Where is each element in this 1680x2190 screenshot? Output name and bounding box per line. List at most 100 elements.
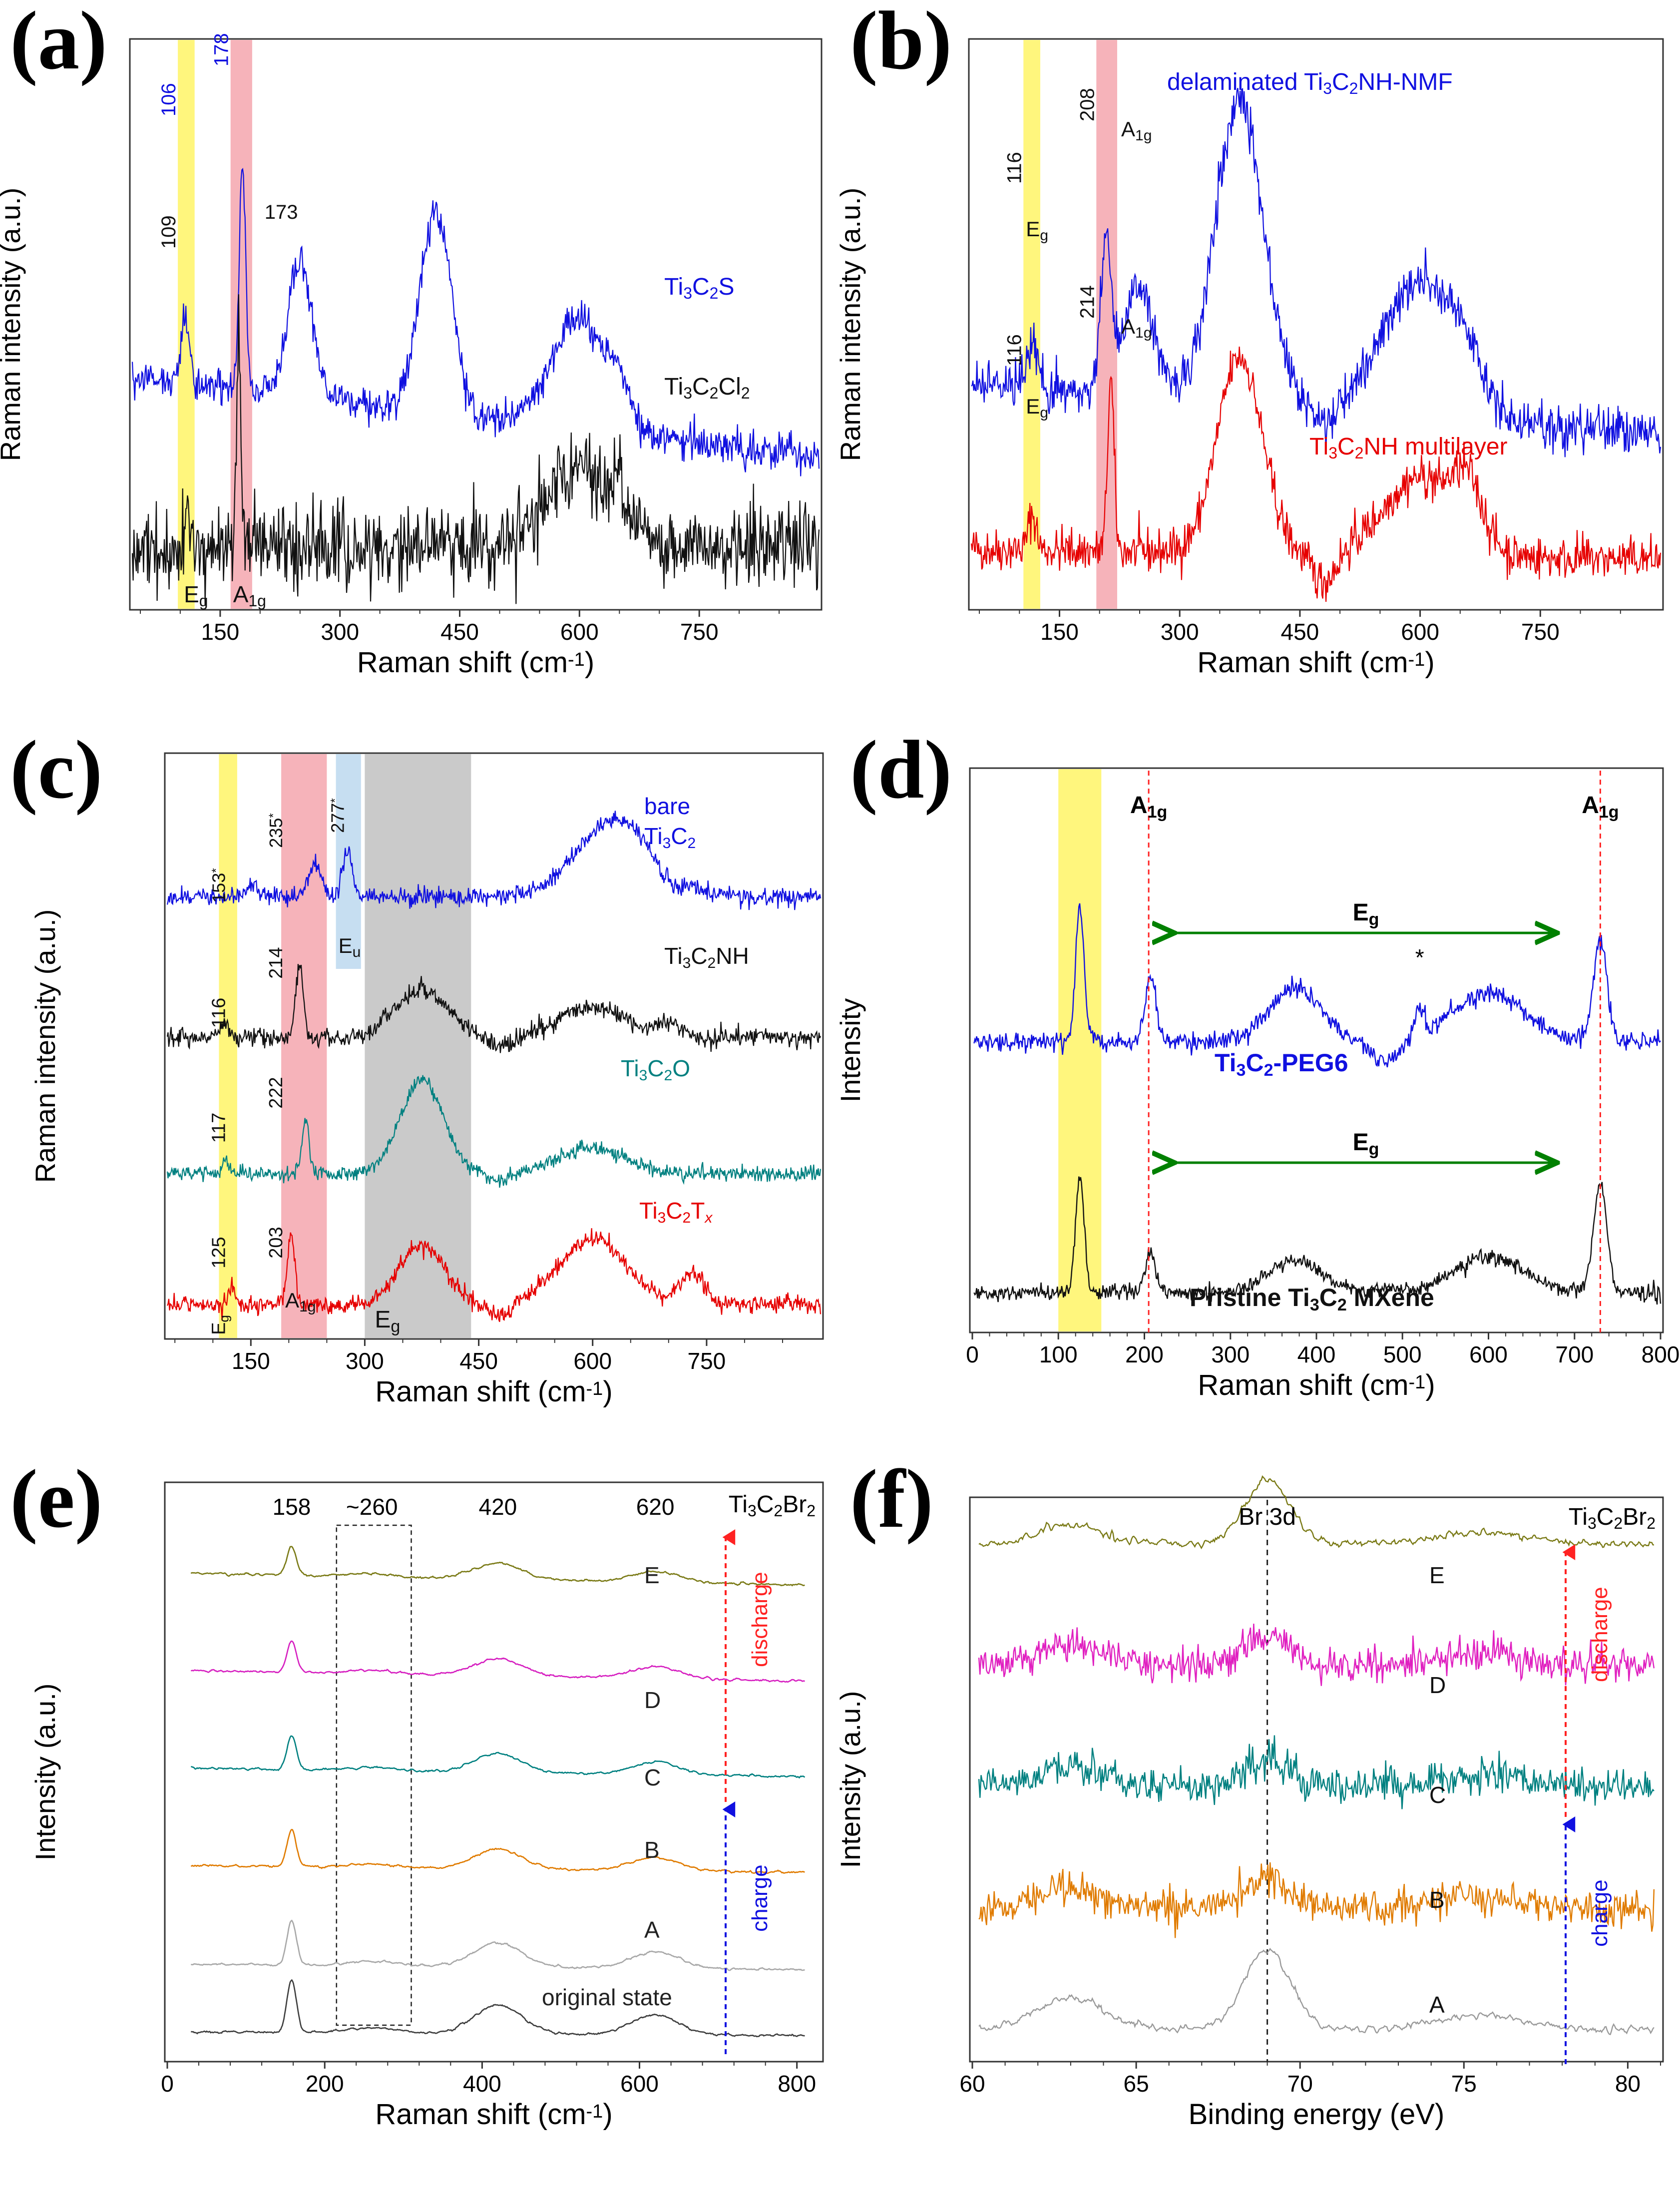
svg-text:750: 750 — [1521, 619, 1560, 645]
svg-text:100: 100 — [1039, 1341, 1078, 1367]
svg-text:Ti3C2Br2: Ti3C2Br2 — [1569, 1504, 1656, 1532]
svg-text:A: A — [644, 1917, 660, 1943]
svg-text:300: 300 — [1161, 619, 1199, 645]
svg-text:150: 150 — [1040, 619, 1079, 645]
svg-text:214: 214 — [266, 947, 287, 978]
svg-text:300: 300 — [1211, 1341, 1250, 1367]
svg-text:Ti3C2S: Ti3C2S — [664, 274, 734, 302]
svg-text:original state: original state — [542, 1984, 672, 2010]
svg-text:discharge: discharge — [1588, 1587, 1612, 1682]
svg-text:C: C — [644, 1764, 661, 1790]
svg-text:C: C — [1429, 1782, 1446, 1808]
svg-text:109: 109 — [158, 215, 180, 249]
svg-text:Intensity: Intensity — [835, 998, 866, 1103]
svg-text:214: 214 — [1076, 285, 1098, 319]
svg-text:450: 450 — [459, 1348, 498, 1374]
svg-text:300: 300 — [321, 619, 359, 645]
svg-text:0: 0 — [966, 1341, 979, 1367]
svg-text:200: 200 — [1125, 1341, 1164, 1367]
svg-text:(f): (f) — [850, 1453, 933, 1545]
svg-text:116: 116 — [1003, 334, 1025, 366]
svg-text:Ti3C2Tx: Ti3C2Tx — [639, 1198, 713, 1226]
svg-text:Binding energy (eV): Binding energy (eV) — [1189, 2098, 1445, 2131]
svg-text:E: E — [644, 1562, 660, 1588]
svg-text:600: 600 — [560, 619, 599, 645]
svg-text:D: D — [644, 1687, 661, 1713]
svg-text:222: 222 — [266, 1077, 287, 1108]
svg-text:116: 116 — [1003, 152, 1025, 184]
svg-text:600: 600 — [1469, 1341, 1508, 1367]
svg-text:A: A — [1429, 1992, 1445, 2018]
svg-text:277*: 277* — [328, 798, 348, 833]
svg-text:Ti3C2O: Ti3C2O — [621, 1055, 690, 1084]
svg-text:Ti3C2NH multilayer: Ti3C2NH multilayer — [1309, 434, 1508, 462]
svg-text:600: 600 — [620, 2071, 659, 2097]
svg-text:bare: bare — [644, 793, 690, 819]
svg-text:150: 150 — [201, 619, 240, 645]
svg-text:800: 800 — [778, 2071, 816, 2097]
svg-text:Intensity (a.u.): Intensity (a.u.) — [29, 1684, 61, 1861]
svg-text:235*: 235* — [266, 813, 286, 848]
svg-text:Br 3d: Br 3d — [1239, 1504, 1296, 1530]
svg-text:117: 117 — [208, 1113, 229, 1143]
svg-text:153*: 153* — [208, 868, 229, 902]
svg-text:400: 400 — [1297, 1341, 1336, 1367]
svg-text:*: * — [1415, 944, 1424, 970]
svg-text:65: 65 — [1124, 2071, 1149, 2097]
svg-text:Intensity (a.u.): Intensity (a.u.) — [835, 1691, 866, 1868]
svg-text:600: 600 — [1401, 619, 1439, 645]
svg-text:(a): (a) — [10, 0, 107, 87]
svg-text:750: 750 — [680, 619, 719, 645]
svg-text:750: 750 — [688, 1348, 726, 1374]
svg-text:E: E — [1429, 1562, 1445, 1588]
svg-text:106: 106 — [158, 83, 180, 116]
svg-text:158: 158 — [273, 1494, 311, 1520]
svg-text:discharge: discharge — [748, 1572, 772, 1667]
svg-text:Raman intensity (a.u.): Raman intensity (a.u.) — [0, 188, 26, 461]
svg-text:75: 75 — [1451, 2071, 1477, 2097]
svg-text:Raman intensity (a.u.): Raman intensity (a.u.) — [29, 909, 61, 1183]
svg-text:620: 620 — [636, 1494, 675, 1520]
svg-text:800: 800 — [1642, 1341, 1680, 1367]
svg-text:203: 203 — [266, 1227, 287, 1258]
svg-text:125: 125 — [208, 1237, 229, 1268]
svg-text:~260: ~260 — [346, 1494, 398, 1520]
svg-text:Raman intensity (a.u.): Raman intensity (a.u.) — [835, 188, 866, 461]
svg-text:charge: charge — [748, 1864, 772, 1932]
svg-text:70: 70 — [1287, 2071, 1313, 2097]
svg-text:500: 500 — [1383, 1341, 1422, 1367]
svg-text:(c): (c) — [10, 724, 102, 816]
svg-text:208: 208 — [1076, 88, 1098, 121]
svg-text:80: 80 — [1615, 2071, 1641, 2097]
svg-text:60: 60 — [959, 2071, 985, 2097]
svg-text:charge: charge — [1588, 1879, 1612, 1947]
svg-text:116: 116 — [208, 998, 229, 1028]
svg-text:Raman shift (cm-1): Raman shift (cm-1) — [375, 1375, 612, 1408]
svg-text:Ti3C2Br2: Ti3C2Br2 — [729, 1491, 816, 1520]
svg-text:0: 0 — [161, 2071, 174, 2097]
svg-text:(e): (e) — [10, 1453, 102, 1545]
svg-text:delaminated Ti3C2NH-NMF: delaminated Ti3C2NH-NMF — [1167, 69, 1453, 97]
svg-text:Ti3C2-PEG6: Ti3C2-PEG6 — [1215, 1049, 1348, 1080]
svg-text:(b): (b) — [850, 0, 952, 87]
svg-text:Ti3C2Cl2: Ti3C2Cl2 — [664, 374, 750, 402]
svg-text:150: 150 — [232, 1348, 270, 1374]
svg-text:200: 200 — [306, 2071, 344, 2097]
svg-text:178: 178 — [211, 33, 233, 66]
svg-text:600: 600 — [573, 1348, 612, 1374]
svg-text:Raman shift (cm-1): Raman shift (cm-1) — [1197, 646, 1434, 679]
svg-text:Raman shift (cm-1): Raman shift (cm-1) — [357, 646, 594, 679]
svg-text:D: D — [1429, 1672, 1446, 1698]
svg-text:Raman shift (cm-1): Raman shift (cm-1) — [1198, 1369, 1435, 1401]
svg-text:420: 420 — [479, 1494, 517, 1520]
svg-text:B: B — [1429, 1887, 1445, 1913]
svg-text:400: 400 — [463, 2071, 501, 2097]
svg-text:Ti3C2NH: Ti3C2NH — [664, 943, 749, 971]
svg-text:450: 450 — [1281, 619, 1319, 645]
svg-text:700: 700 — [1555, 1341, 1594, 1367]
svg-text:(d): (d) — [850, 724, 952, 816]
svg-text:450: 450 — [440, 619, 479, 645]
svg-text:173: 173 — [265, 201, 298, 223]
svg-text:B: B — [644, 1837, 660, 1863]
svg-text:300: 300 — [346, 1348, 384, 1374]
